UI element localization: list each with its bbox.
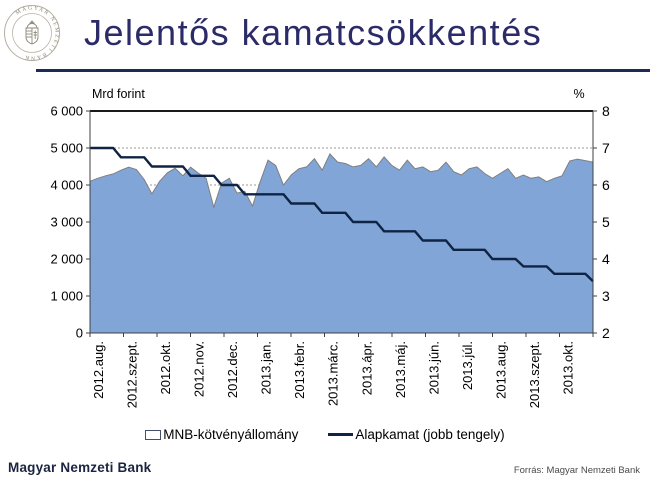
left-axis-tick-label: 2 000: [50, 252, 83, 267]
right-axis-tick-label: 7: [602, 140, 610, 156]
right-axis-tick-label: 5: [602, 214, 610, 230]
legend-label: Alapkamat (jobb tengely): [355, 427, 505, 442]
x-axis-month-label: 2012.aug.: [91, 341, 106, 399]
x-axis-month-label: 2013.jan.: [259, 341, 274, 395]
left-axis-tick-label: 5 000: [50, 141, 83, 156]
base-rate-line: [90, 146, 594, 283]
left-axis-tick-label: 0: [76, 326, 83, 341]
mnb-seal-logo: MAGYAR NEMZETI BANK: [4, 5, 60, 61]
seal-inner-ring: [12, 13, 52, 53]
left-axis-tick-label: 1 000: [50, 289, 83, 304]
x-axis-month-label: 2013.febr.: [292, 341, 307, 399]
right-axis-tick-label: 6: [602, 177, 610, 193]
x-axis-month-label: 2013.júl.: [460, 341, 475, 390]
left-axis-tick-label: 3 000: [50, 215, 83, 230]
left-axis-unit-label: Mrd forint: [92, 87, 145, 101]
right-axis-tick-label: 2: [602, 325, 610, 341]
footer-source: Forrás: Magyar Nemzeti Bank: [513, 465, 640, 476]
x-axis-month-label: 2013.márc.: [326, 341, 341, 406]
x-axis-month-label: 2013.okt.: [560, 341, 575, 395]
x-axis-month-label: 2013.aug.: [493, 341, 508, 399]
slide-title: Jelentős kamatcsökkentés: [84, 12, 543, 53]
x-axis-month-label: 2013.ápr.: [359, 341, 374, 395]
x-axis-month-label: 2012.okt.: [158, 341, 173, 395]
right-axis-tick-label: 3: [602, 288, 610, 304]
line-swatch-icon: [328, 433, 354, 436]
right-axis-tick-label: 8: [602, 103, 610, 119]
left-axis-tick-label: 6 000: [50, 104, 83, 119]
x-axis-month-label: 2013.máj.: [393, 341, 408, 398]
title-underline: [36, 69, 650, 72]
x-axis-month-label: 2012.szept.: [125, 341, 140, 408]
x-axis-month-label: 2013.szept.: [527, 341, 542, 408]
x-axis-month-label: 2012.nov.: [192, 341, 207, 397]
x-axis-month-label: 2013.jún.: [426, 341, 441, 395]
area-swatch-icon: [145, 429, 162, 440]
chart-legend: MNB-kötvényállomány Alapkamat (jobb teng…: [0, 427, 650, 442]
footer-bank-name: Magyar Nemzeti Bank: [8, 460, 152, 475]
right-axis-tick-label: 4: [602, 251, 610, 267]
legend-item-bond-stock: MNB-kötvényállomány: [145, 427, 298, 442]
x-axis-month-label: 2012.dec.: [225, 341, 240, 398]
seal-coat-of-arms: [25, 20, 39, 45]
legend-item-base-rate: Alapkamat (jobb tengely): [328, 427, 505, 442]
legend-label: MNB-kötvényállomány: [163, 427, 299, 442]
right-axis-unit-label: %: [573, 87, 584, 101]
mnb-bond-stock-area: [89, 153, 594, 334]
left-axis-tick-label: 4 000: [50, 178, 83, 193]
